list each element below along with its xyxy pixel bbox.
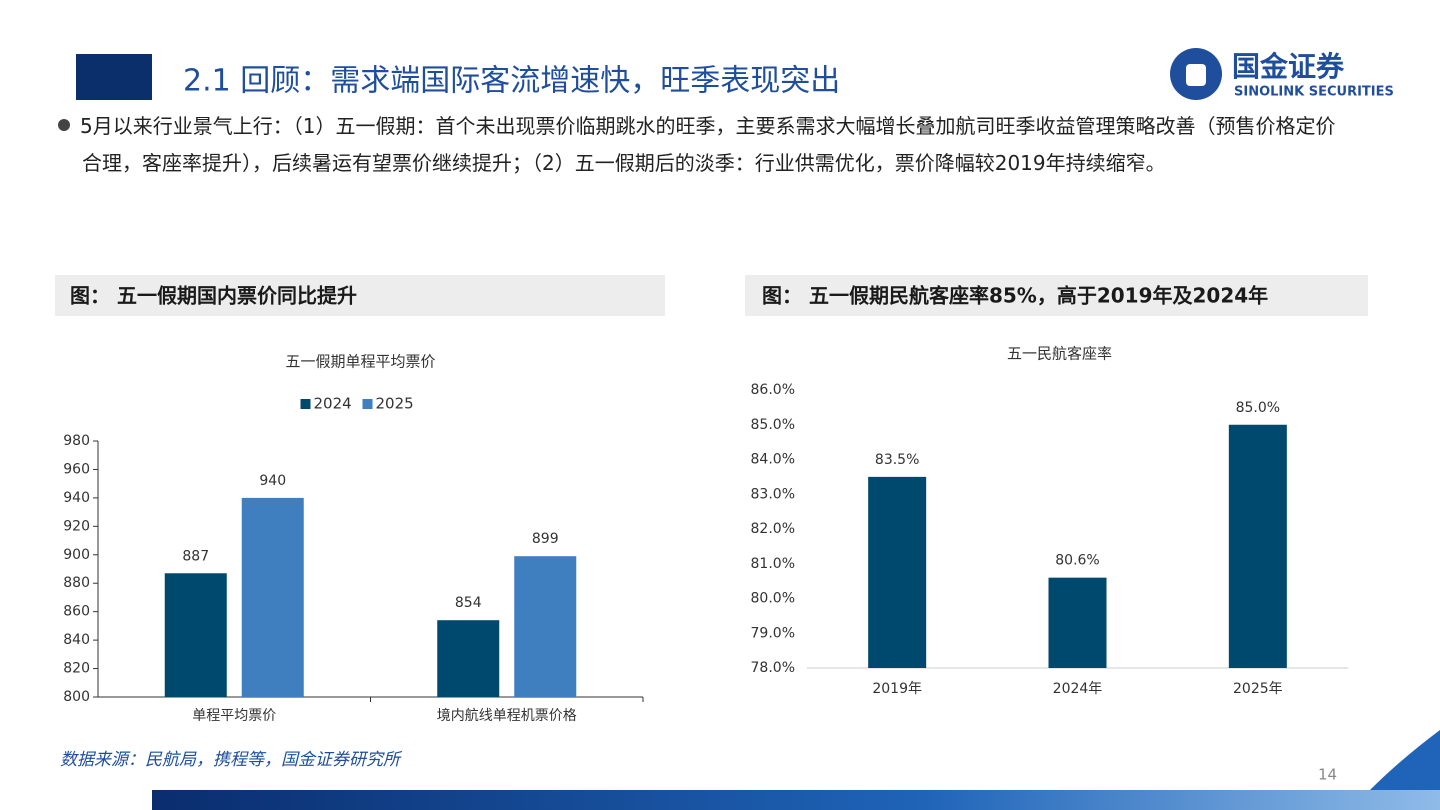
logo-icon-inner <box>1186 64 1206 86</box>
y-tick-label: 78.0% <box>751 660 795 676</box>
y-tick-label: 840 <box>63 632 90 648</box>
bar <box>868 476 927 668</box>
x-tick-label: 2024年 <box>1053 681 1103 697</box>
y-tick-label: 80.0% <box>751 591 795 607</box>
bar <box>1228 424 1287 668</box>
bar <box>437 620 500 697</box>
y-tick-label: 83.0% <box>751 486 795 502</box>
x-tick-label: 境内航线单程机票价格 <box>437 708 577 724</box>
bullet: 5月以来行业景气上行：（1）五一假期：首个未出现票价临期跳水的旺季，主要系需求大… <box>58 108 1344 182</box>
y-tick-label: 82.0% <box>751 521 795 537</box>
source: 数据来源：民航局，携程等，国金证券研究所 <box>60 750 403 770</box>
bullet-dot <box>58 119 70 131</box>
data-label: 899 <box>532 531 559 547</box>
y-tick-label: 800 <box>63 689 90 705</box>
slide-title: 2.1 回顾：需求端国际客流增速快，旺季表现突出 <box>183 64 840 99</box>
data-label: 940 <box>259 473 286 489</box>
data-label: 854 <box>455 595 482 611</box>
chart-title: 五一民航客座率 <box>1007 345 1112 363</box>
footer-bar <box>152 790 1440 810</box>
y-tick-label: 85.0% <box>751 417 795 433</box>
bullet-text: 5月以来行业景气上行：（1）五一假期：首个未出现票价临期跳水的旺季，主要系需求大… <box>80 114 1336 175</box>
logo-en: SINOLINK SECURITIES <box>1234 85 1394 100</box>
y-tick-label: 820 <box>63 661 90 677</box>
page-number: 14 <box>1318 766 1337 784</box>
legend-swatch <box>300 399 311 409</box>
y-tick-label: 880 <box>63 575 90 591</box>
logo-cn: 国金证券 <box>1232 50 1345 83</box>
chart-title: 五一假期单程平均票价 <box>285 353 435 371</box>
x-tick-label: 2019年 <box>872 681 922 697</box>
legend-label: 2024 <box>314 395 352 413</box>
legend-swatch <box>362 399 373 409</box>
footer-swoosh <box>1370 730 1440 790</box>
bar <box>514 556 577 697</box>
caption-bg <box>745 275 1368 316</box>
bar <box>1048 577 1107 668</box>
data-label: 80.6% <box>1055 553 1099 569</box>
y-tick-label: 86.0% <box>751 382 795 398</box>
y-tick-label: 79.0% <box>751 625 795 641</box>
y-tick-label: 900 <box>63 547 90 563</box>
data-label: 887 <box>182 548 209 564</box>
data-label: 85.0% <box>1236 400 1280 416</box>
y-tick-label: 940 <box>63 490 90 506</box>
y-tick-label: 84.0% <box>751 452 795 468</box>
x-tick-label: 2025年 <box>1233 681 1283 697</box>
x-tick-label: 单程平均票价 <box>192 708 276 724</box>
bar <box>164 573 227 697</box>
figure-caption: 图： 五一假期国内票价同比提升 <box>70 284 357 308</box>
y-tick-label: 920 <box>63 518 90 534</box>
y-tick-label: 81.0% <box>751 556 795 572</box>
y-tick-label: 980 <box>63 433 90 449</box>
y-tick-label: 860 <box>63 604 90 620</box>
header-block <box>76 54 152 100</box>
y-tick-label: 960 <box>63 461 90 477</box>
data-label: 83.5% <box>875 452 919 468</box>
bar <box>241 497 304 697</box>
caption-bg <box>55 275 665 316</box>
figure-caption: 图： 五一假期民航客座率85%，高于2019年及2024年 <box>762 284 1268 308</box>
legend-label: 2025 <box>376 395 414 413</box>
